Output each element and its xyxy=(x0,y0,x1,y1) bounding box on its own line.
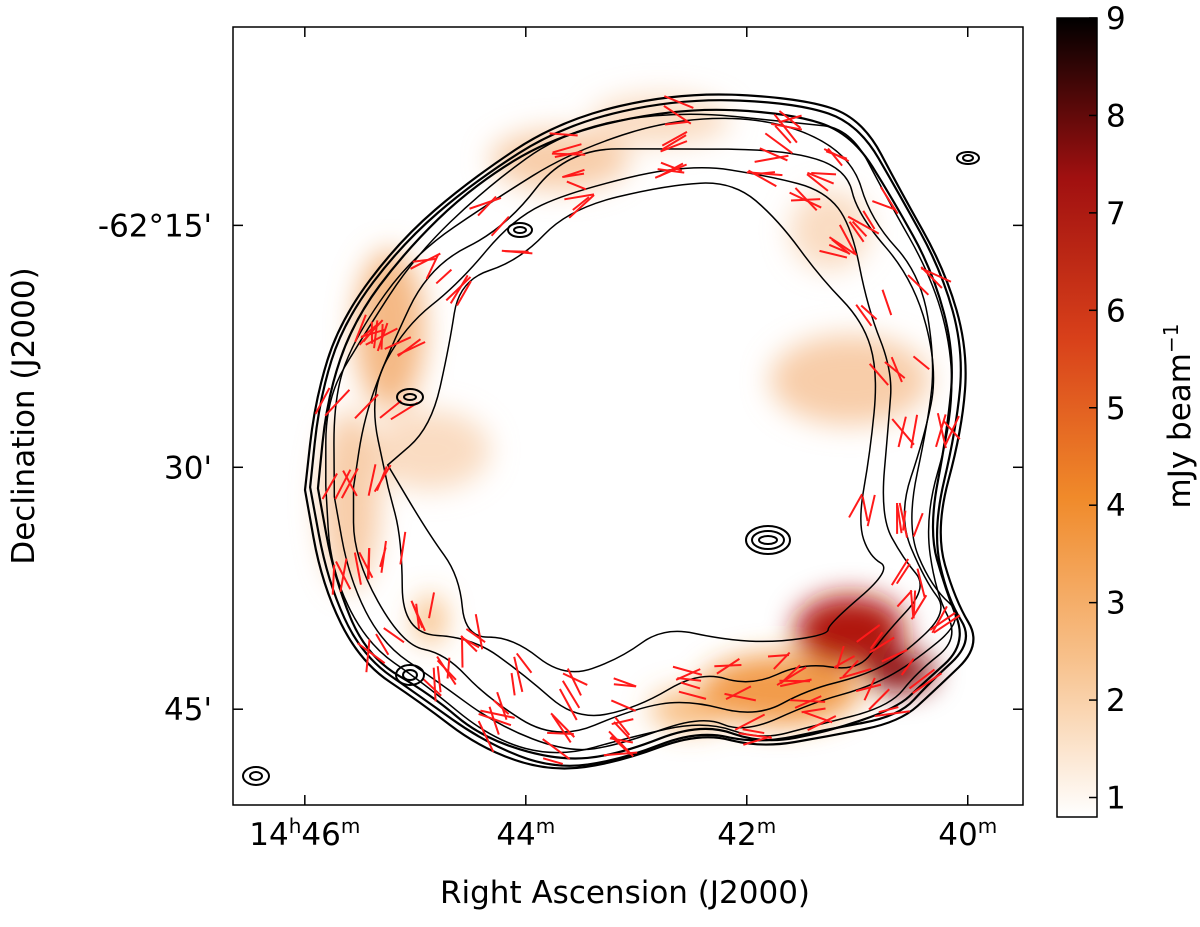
colorbar-tick-label: 7 xyxy=(1106,196,1126,232)
y-tick-label: -62°15' xyxy=(98,208,212,244)
emission xyxy=(320,95,935,730)
colorbar-tick-label: 2 xyxy=(1106,683,1126,719)
colorbar-tick-label: 6 xyxy=(1106,293,1126,329)
polarization-vector xyxy=(879,707,899,712)
colorbar-label-text: mJy beam xyxy=(1162,353,1198,508)
colorbar-label: mJy beam−1 xyxy=(1159,324,1198,509)
colorbar-tick-label: 4 xyxy=(1106,488,1126,524)
x-tick-label: 42m xyxy=(717,814,776,853)
polarization-vector xyxy=(883,290,892,315)
colorbar-label-exponent: −1 xyxy=(1159,324,1183,353)
x-tick-label: 40m xyxy=(938,814,997,853)
polarization-vector xyxy=(462,636,463,668)
polarization-vector xyxy=(681,683,700,689)
colorbar-tick-label: 3 xyxy=(1106,586,1126,622)
y-tick-label: 30' xyxy=(164,450,212,486)
colorbar-tick-label: 5 xyxy=(1106,391,1126,427)
polarization-vector xyxy=(478,197,496,216)
polarization-vector xyxy=(775,126,791,143)
polarization-vector xyxy=(911,415,917,448)
polarization-vector xyxy=(492,217,509,236)
map xyxy=(243,94,979,785)
polarization-vector xyxy=(517,653,532,672)
polarization-vector xyxy=(897,591,911,607)
polarization-vector xyxy=(747,172,783,175)
polarization-vector xyxy=(881,187,898,214)
polarization-vector xyxy=(892,559,908,585)
polarization-vector xyxy=(512,673,515,695)
colorbar-tick-label: 8 xyxy=(1106,98,1126,134)
polarization-vector xyxy=(369,548,370,579)
polarization-vector xyxy=(457,281,471,305)
polarization-vector xyxy=(505,251,529,252)
polarization-vector xyxy=(434,668,436,702)
x-tick-label: 14h46m xyxy=(249,814,360,853)
polarization-vector xyxy=(779,681,810,682)
x-axis-label: Right Ascension (J2000) xyxy=(440,875,810,911)
colorbar-tick-label: 9 xyxy=(1106,1,1126,37)
polarization-vector xyxy=(914,513,923,536)
polarization-vector xyxy=(868,495,875,526)
y-axis-label: Declination (J2000) xyxy=(6,267,42,564)
polarization-vector xyxy=(560,689,577,720)
polarization-vector xyxy=(849,494,862,517)
polarization-vector xyxy=(743,729,765,733)
polarization-vector xyxy=(811,173,836,174)
polarization-vector xyxy=(436,270,451,284)
polarization-vector xyxy=(553,715,571,742)
polarization-vector xyxy=(514,657,522,692)
x-tick-label: 44m xyxy=(496,814,555,853)
colorbar-tick-label: 1 xyxy=(1106,781,1126,817)
polarization-vector xyxy=(466,629,485,642)
polarization-vector xyxy=(899,417,906,447)
polarization-vector xyxy=(921,268,951,281)
y-tick-label: 45' xyxy=(164,692,212,728)
polarization-vector xyxy=(911,590,913,616)
polarization-vector xyxy=(438,666,441,692)
polarization-vector xyxy=(863,496,868,521)
colorbar xyxy=(1057,18,1097,817)
